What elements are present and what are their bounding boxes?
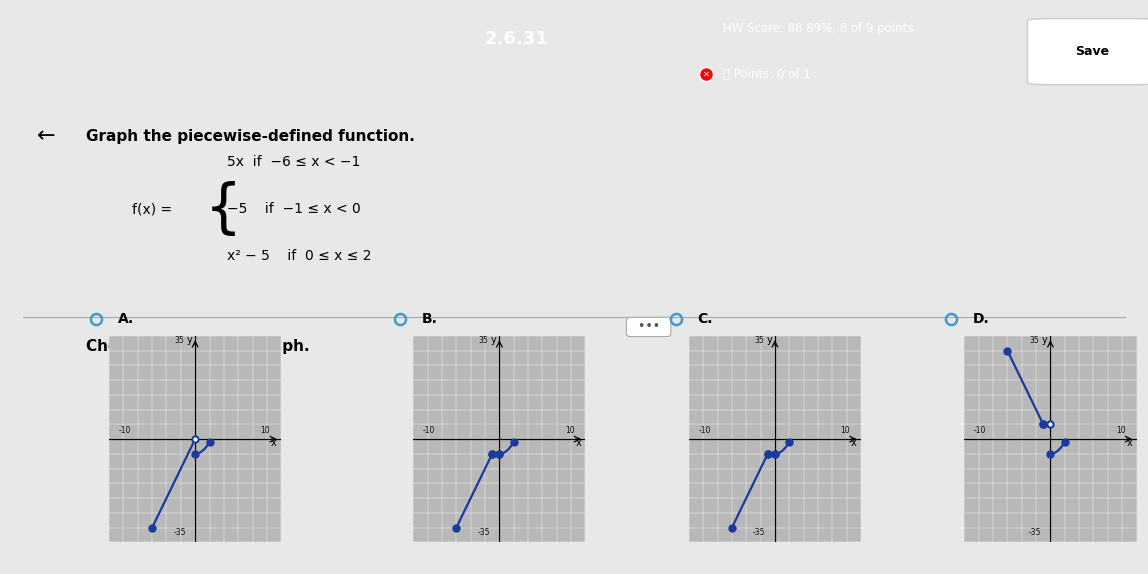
Text: x: x [851, 439, 856, 448]
Text: f(x) =: f(x) = [132, 202, 172, 216]
Text: 2.6.31: 2.6.31 [484, 30, 549, 48]
Text: 10: 10 [840, 426, 850, 435]
Text: −5    if  −1 ≤ x < 0: −5 if −1 ≤ x < 0 [227, 202, 362, 216]
Text: x: x [1126, 439, 1132, 448]
Text: •••: ••• [629, 320, 668, 333]
Text: B.: B. [422, 312, 437, 326]
Text: y: y [766, 335, 773, 345]
Text: 10: 10 [565, 426, 574, 435]
Text: -35: -35 [173, 528, 186, 537]
Text: HW Score: 88.89%, 8 of 9 points: HW Score: 88.89%, 8 of 9 points [723, 22, 914, 36]
Text: x: x [575, 439, 581, 448]
Text: -10: -10 [698, 426, 711, 435]
Text: C.: C. [697, 312, 713, 326]
Text: 35: 35 [174, 336, 184, 345]
Text: -10: -10 [118, 426, 131, 435]
Text: -10: -10 [974, 426, 986, 435]
Text: Save: Save [1075, 45, 1109, 58]
Text: ⓧ Points: 0 of 1: ⓧ Points: 0 of 1 [723, 68, 810, 81]
Text: y: y [1041, 335, 1048, 345]
Text: A.: A. [118, 312, 134, 326]
Text: D.: D. [972, 312, 990, 326]
Text: -35: -35 [1029, 528, 1041, 537]
Text: 10: 10 [1116, 426, 1125, 435]
Text: Choose the correct graph.: Choose the correct graph. [86, 339, 310, 354]
Text: 5x  if  −6 ≤ x < −1: 5x if −6 ≤ x < −1 [227, 155, 360, 169]
Text: 35: 35 [479, 336, 488, 345]
Text: 35: 35 [1030, 336, 1039, 345]
Text: -35: -35 [753, 528, 766, 537]
Text: -10: -10 [422, 426, 435, 435]
Text: 10: 10 [261, 426, 270, 435]
Text: {: { [204, 181, 241, 238]
Text: 35: 35 [754, 336, 763, 345]
FancyBboxPatch shape [1027, 18, 1148, 85]
Text: ✕: ✕ [703, 70, 709, 79]
Text: Graph the piecewise-defined function.: Graph the piecewise-defined function. [86, 129, 414, 144]
Text: y: y [490, 335, 497, 345]
Text: x: x [271, 439, 277, 448]
Text: y: y [186, 335, 193, 345]
Text: ←: ← [37, 126, 55, 146]
Text: x² − 5    if  0 ≤ x ≤ 2: x² − 5 if 0 ≤ x ≤ 2 [227, 249, 372, 263]
Text: -35: -35 [478, 528, 490, 537]
